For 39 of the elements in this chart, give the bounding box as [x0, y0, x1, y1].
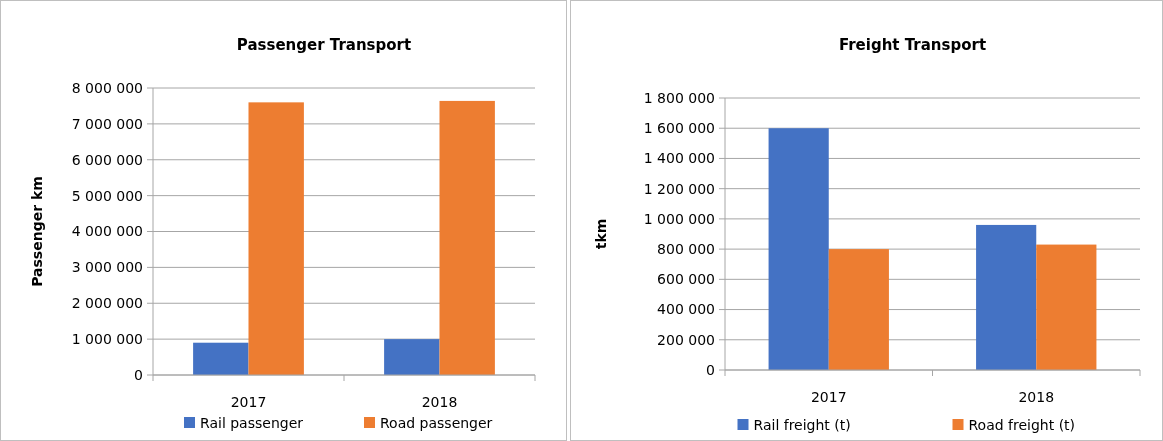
y-tick-label: 0: [134, 366, 143, 383]
bar: [384, 339, 440, 375]
y-axis-title: Passenger km: [29, 176, 45, 287]
bar: [248, 102, 304, 375]
y-tick-label: 1 600 000: [643, 120, 715, 137]
y-tick-label: 8 000 000: [71, 79, 143, 96]
y-tick-label: 1 200 000: [643, 180, 715, 197]
y-tick-label: 5 000 000: [71, 187, 143, 204]
bar: [768, 128, 829, 370]
y-axis-title: tkm: [593, 218, 609, 250]
bar: [976, 224, 1037, 370]
bar: [828, 249, 889, 370]
y-tick-label: 7 000 000: [71, 115, 143, 132]
x-tick-label: 2017: [810, 389, 847, 405]
legend-label: Rail freight (t): [753, 417, 851, 433]
legend-label: Road passenger: [380, 415, 493, 431]
y-tick-label: 600 000: [657, 271, 715, 288]
x-tick-label: 2018: [1018, 389, 1055, 405]
y-tick-label: 400 000: [657, 301, 715, 318]
chart-title: Passenger Transport: [236, 36, 412, 54]
y-tick-label: 200 000: [657, 331, 715, 348]
y-tick-label: 3 000 000: [71, 259, 143, 276]
legend-label: Rail passenger: [200, 415, 304, 431]
y-tick-label: 1 400 000: [643, 150, 715, 167]
y-tick-label: 6 000 000: [71, 151, 143, 168]
y-tick-label: 800 000: [657, 241, 715, 258]
x-tick-label: 2017: [230, 394, 267, 410]
bar: [439, 100, 495, 375]
y-tick-label: 4 000 000: [71, 223, 143, 240]
y-tick-label: 2 000 000: [71, 295, 143, 312]
x-tick-label: 2018: [421, 394, 458, 410]
bar: [193, 342, 249, 375]
y-tick-label: 1 000 000: [643, 210, 715, 227]
chart-title: Freight Transport: [838, 36, 987, 54]
y-tick-label: 1 800 000: [643, 89, 715, 106]
y-tick-label: 1 000 000: [71, 331, 143, 348]
y-tick-label: 0: [706, 361, 715, 378]
legend-label: Road freight (t): [968, 417, 1076, 433]
bar: [1036, 244, 1097, 370]
